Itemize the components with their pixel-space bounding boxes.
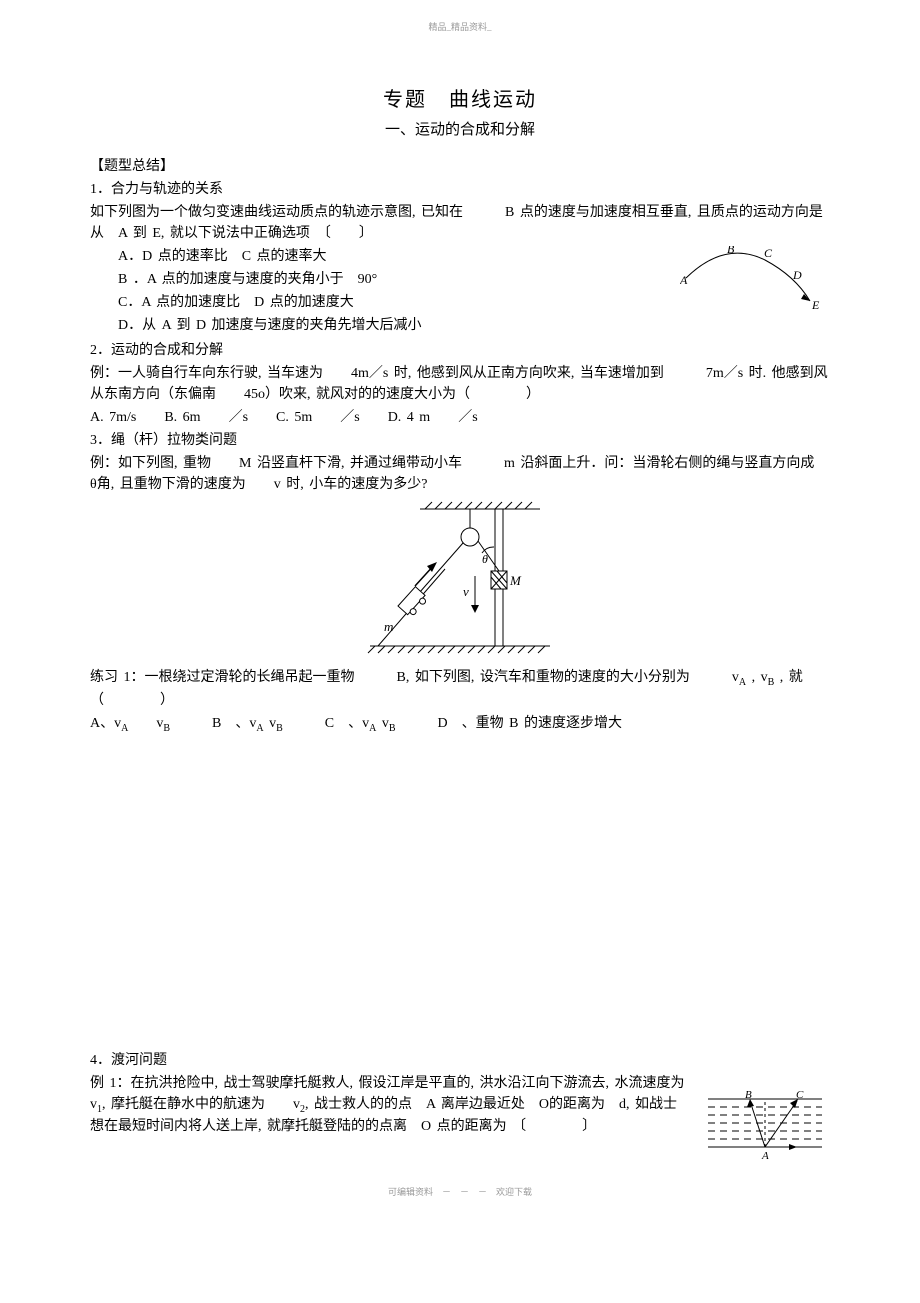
river-crossing-figure: B C A — [700, 1091, 830, 1161]
q1-body: 如下列图为一个做匀变速曲线运动质点的轨迹示意图, 已知在 B 点的速度与加速度相… — [90, 202, 830, 244]
q3-heading: 3．绳（杆）拉物类问题 — [90, 430, 830, 451]
blank-space — [90, 738, 830, 1048]
svg-text:m: m — [384, 619, 393, 634]
q3-body: 例：如下列图, 重物 M 沿竖直杆下滑, 并通过绳带动小车 m 沿斜面上升．问：… — [90, 453, 830, 495]
exercise1-body: 练习 1：一根绕过定滑轮的长绳吊起一重物 B, 如下列图, 设汽车和重物的速度的… — [90, 667, 830, 711]
footer-watermark: 可编辑资料 － － － 欢迎下载 — [90, 1185, 830, 1198]
pulley-incline-figure: θ M v m — [360, 501, 560, 661]
q2-options: A. 7m/s B. 6m ／s C. 5m ／s D. 4 m ／s — [90, 407, 830, 428]
svg-text:θ: θ — [482, 552, 488, 566]
svg-text:M: M — [509, 573, 522, 588]
svg-text:B: B — [745, 1091, 752, 1101]
q2-body: 例：一人骑自行车向东行驶, 当车速为 4m／s 时, 他感到风从正南方向吹来, … — [90, 363, 830, 405]
exercise1-text: 练习 1：一根绕过定滑轮的长绳吊起一重物 B, 如下列图, 设汽车和重物的速度的… — [90, 670, 803, 708]
q1-heading: 1．合力与轨迹的关系 — [90, 179, 830, 200]
header-watermark: 精品_精品资料_ — [90, 20, 830, 33]
q2-heading: 2．运动的合成和分解 — [90, 340, 830, 361]
svg-text:A: A — [680, 273, 688, 287]
svg-text:A: A — [761, 1150, 769, 1161]
svg-text:C: C — [764, 246, 773, 260]
main-title: 专题 曲线运动 — [90, 83, 830, 112]
svg-text:B: B — [727, 246, 735, 256]
sub-title: 一、运动的合成和分解 — [90, 118, 830, 139]
q4-heading: 4．渡河问题 — [90, 1050, 830, 1071]
q1-option-d: D．从 A 到 D 加速度与速度的夹角先增大后减小 — [90, 315, 830, 336]
svg-text:E: E — [811, 298, 820, 312]
svg-text:D: D — [792, 268, 802, 282]
trajectory-curve-figure: A B C D E — [680, 246, 830, 316]
section-header: 【题型总结】 — [90, 155, 830, 175]
document-page: 精品_精品资料_ 专题 曲线运动 一、运动的合成和分解 【题型总结】 1．合力与… — [0, 0, 920, 1238]
exercise1-options: A、vA vB B 、vA vB C 、vA vB D 、重物 B 的速度逐步增… — [90, 713, 830, 736]
svg-text:v: v — [463, 584, 469, 599]
